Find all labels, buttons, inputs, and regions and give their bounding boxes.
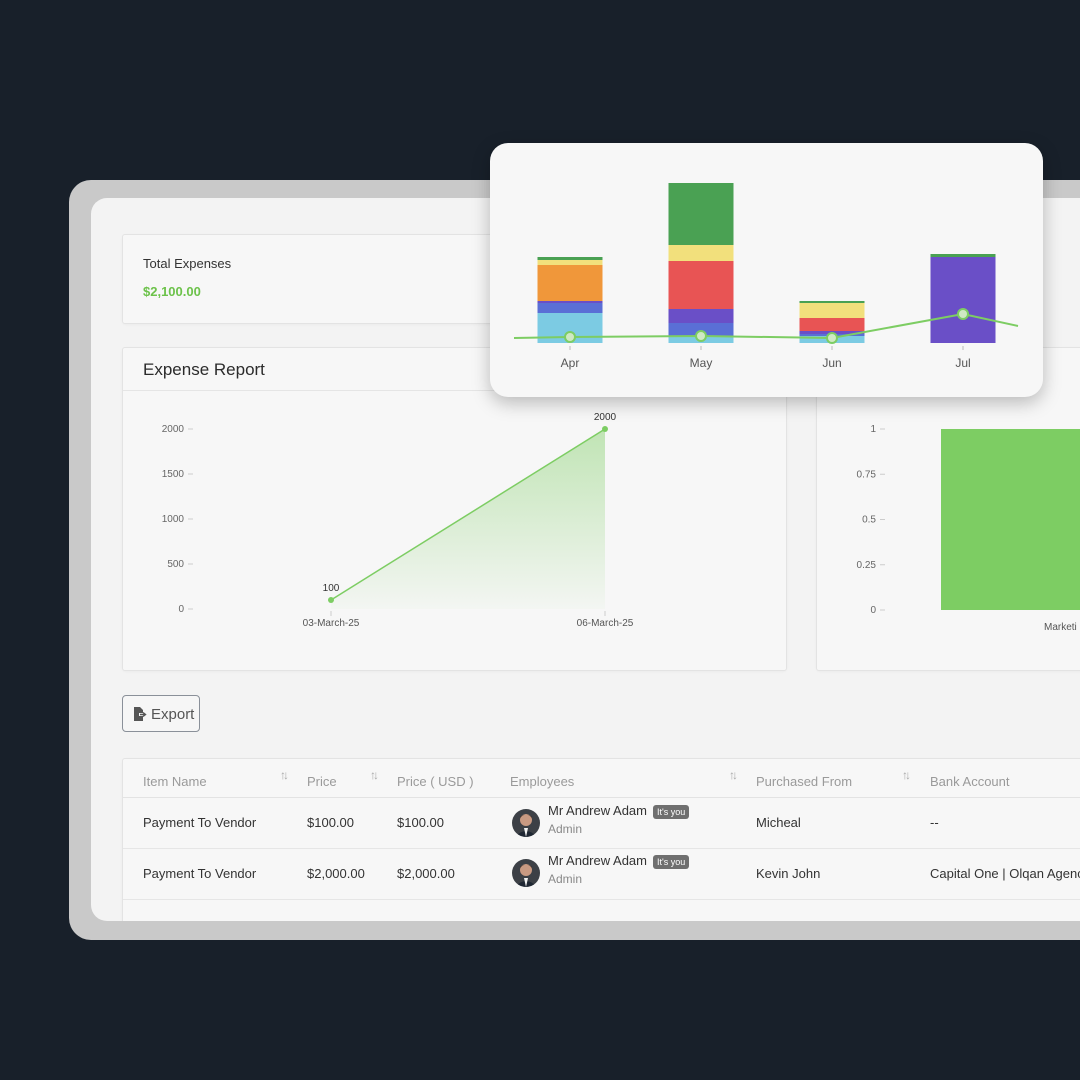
- export-button[interactable]: Export: [122, 695, 200, 732]
- avatar: [512, 809, 540, 837]
- monthly-stacked-chart-card: Apr May Jun Jul: [490, 143, 1043, 397]
- bar-segment: [668, 183, 734, 245]
- total-expenses-label: Total Expenses: [143, 256, 232, 271]
- bar-segment: [537, 260, 603, 265]
- price-cell: $100.00: [307, 815, 354, 830]
- purchased-from-cell: Micheal: [756, 815, 801, 830]
- trend-point: [564, 331, 576, 343]
- category-bar-chart: 0 0.25 0.5 0.75 1 Marketi: [857, 424, 1080, 633]
- x-tick-label: Apr: [561, 356, 580, 370]
- trend-point: [695, 330, 707, 342]
- header-item-name[interactable]: Item Name: [143, 774, 207, 789]
- bar-segment: [930, 257, 996, 343]
- sort-icon[interactable]: ↑↓: [729, 768, 738, 782]
- header-bank-account[interactable]: Bank Account: [930, 774, 1010, 789]
- bar-segment: [537, 303, 603, 313]
- x-tick-label: Jul: [955, 356, 970, 370]
- bar-segment: [537, 301, 603, 303]
- sort-icon[interactable]: ↑↓: [370, 768, 379, 782]
- current-user-badge: It's you: [653, 855, 690, 869]
- bar-segment: [537, 265, 603, 301]
- price-cell: $2,000.00: [307, 866, 365, 881]
- x-tick-label: 06-March-25: [577, 618, 634, 629]
- y-tick-label: 1: [870, 424, 876, 435]
- expense-report-card: Expense Report 0 500 1000 1500 2000 100 03-Mar…: [122, 347, 787, 671]
- header-employees[interactable]: Employees: [510, 774, 575, 789]
- bar-segment: [668, 245, 734, 261]
- avatar: [512, 859, 540, 887]
- bar-segment: [537, 257, 603, 260]
- bar-segment: [668, 261, 734, 309]
- total-expenses-value: $2,100.00: [143, 284, 201, 299]
- header-purchased-from[interactable]: Purchased From: [756, 774, 853, 789]
- table-row[interactable]: Payment To Vendor $100.00 $100.00 Mr And…: [123, 798, 1080, 849]
- current-user-badge: It's you: [653, 805, 690, 819]
- bar-segment: [668, 309, 734, 323]
- x-tick-label: May: [690, 356, 713, 370]
- expenses-table: Item Name ↑↓ Price ↑↓ Price ( USD ) Empl…: [122, 758, 1080, 921]
- y-tick-label: 1000: [162, 514, 185, 525]
- trend-point: [957, 308, 969, 320]
- data-point: [602, 426, 608, 432]
- area-fill: [331, 429, 605, 609]
- y-tick-label: 0: [178, 604, 184, 615]
- file-export-icon: [134, 707, 147, 721]
- x-tick-label: Marketi: [1044, 622, 1077, 633]
- data-label: 100: [323, 583, 340, 594]
- header-price-usd[interactable]: Price ( USD ): [397, 774, 474, 789]
- x-tick-label: Jun: [822, 356, 841, 370]
- y-tick-label: 0.5: [862, 515, 876, 526]
- y-tick-label: 0.75: [857, 469, 877, 480]
- employee-name: Mr Andrew Adam: [548, 803, 647, 818]
- y-tick-label: 500: [167, 559, 184, 570]
- header-price[interactable]: Price: [307, 774, 337, 789]
- bar-segment: [799, 303, 865, 318]
- purchased-from-cell: Kevin John: [756, 866, 821, 881]
- y-tick-label: 2000: [162, 424, 185, 435]
- table-header: Item Name ↑↓ Price ↑↓ Price ( USD ) Empl…: [123, 759, 1080, 798]
- employee-role: Admin: [548, 872, 583, 886]
- item-name-cell: Payment To Vendor: [143, 815, 257, 830]
- export-button-label: Export: [151, 706, 195, 723]
- x-tick-label: 03-March-25: [303, 618, 360, 629]
- price-usd-cell: $100.00: [397, 815, 444, 830]
- sort-icon[interactable]: ↑↓: [280, 768, 289, 782]
- table-row[interactable]: Payment To Vendor $2,000.00 $2,000.00 Mr…: [123, 849, 1080, 900]
- bank-account-cell: Capital One | Olqan Agenc: [930, 866, 1080, 881]
- y-tick-label: 1500: [162, 469, 185, 480]
- bar-segment: [799, 318, 865, 331]
- trend-line: [513, 312, 1019, 340]
- bar-segment: [799, 301, 865, 303]
- expense-report-title: Expense Report: [143, 360, 265, 379]
- data-point: [328, 597, 334, 603]
- employee-name: Mr Andrew Adam: [548, 853, 647, 868]
- sort-icon[interactable]: ↑↓: [902, 768, 911, 782]
- data-label: 2000: [594, 412, 617, 423]
- bar: [941, 429, 1080, 610]
- trend-point: [826, 332, 838, 344]
- expense-line-chart: 0 500 1000 1500 2000 100 03-March-25 2000 06-Mar…: [162, 412, 634, 629]
- series-line: [330, 428, 606, 601]
- bank-account-cell: --: [930, 815, 939, 830]
- monthly-stacked-bar-chart: Apr May Jun Jul: [513, 183, 1019, 370]
- y-tick-label: 0.25: [857, 560, 877, 571]
- y-tick-label: 0: [870, 605, 876, 616]
- bar-segment: [930, 254, 996, 257]
- price-usd-cell: $2,000.00: [397, 866, 455, 881]
- expense-report-header: Expense Report: [123, 348, 786, 391]
- employee-role: Admin: [548, 822, 583, 836]
- item-name-cell: Payment To Vendor: [143, 866, 257, 881]
